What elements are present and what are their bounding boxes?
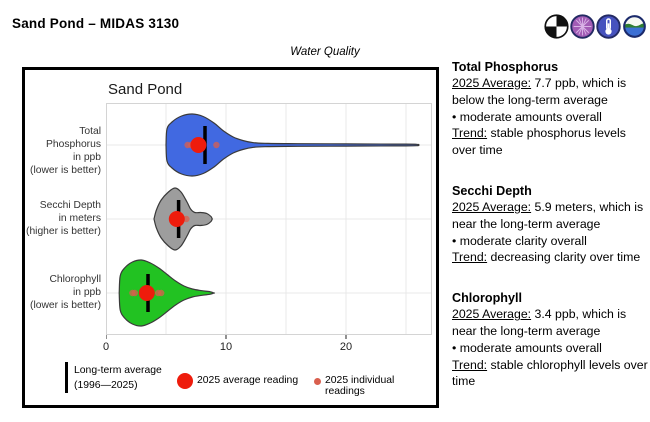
summary-body: 2025 Average: 7.7 ppb, which is below th… (452, 75, 648, 159)
average-label: 2025 Average: (452, 307, 532, 322)
bullet-line: • moderate amounts overall (452, 109, 602, 124)
summary-secchi-depth: Secchi Depth 2025 Average: 5.9 meters, w… (452, 183, 648, 266)
x-tick-label: 10 (219, 341, 233, 353)
y-label-line: Total Phosphorus (46, 126, 101, 150)
average-label: 2025 Average: (452, 76, 532, 90)
trend-label: Trend: (452, 357, 488, 372)
x-tick-label: 20 (339, 341, 353, 353)
y-label-line: (lower is better) (30, 165, 101, 176)
y-label-line: in meters (58, 213, 101, 224)
average-text: 5.9 meters, which is near the long-term … (452, 199, 644, 231)
average-text: 3.4 ppb, which is near the long-term ave… (452, 307, 627, 338)
summary-body: 2025 Average: 3.4 ppb, which is near the… (452, 306, 648, 390)
summary-heading: Total Phosphorus (452, 60, 559, 74)
y-label-line: (higher is better) (26, 226, 101, 237)
legend-text-line: (1996—2025) (74, 379, 138, 391)
water-quality-chart: Sand Pond Total Phosphorus in ppb (lower… (22, 67, 439, 408)
chlorophyll-violin (118, 259, 216, 327)
trend-text: stable chlorophyll levels over time (452, 357, 648, 389)
total-phosphorus-average-dot (190, 137, 207, 153)
bullet-line: • moderate amounts overall (452, 340, 602, 355)
plot-title: Sand Pond (108, 81, 183, 98)
summary-heading: Chlorophyll (452, 291, 522, 306)
trend-label: Trend: (452, 250, 488, 265)
violin-plot (106, 103, 432, 339)
plot-panel-border (106, 103, 432, 335)
summary-panel: Total Phosphorus 2025 Average: 7.7 ppb, … (452, 59, 648, 414)
thermometer-icon (596, 14, 621, 39)
secchi-disk-icon (544, 14, 569, 39)
trend-text: stable phosphorus levels over time (452, 126, 626, 158)
legend-average-marker (177, 373, 193, 389)
bullet-line: • moderate clarity overall (452, 233, 587, 248)
trend-text: decreasing clarity over time (490, 250, 641, 265)
average-text: 7.7 ppb, which is below the long-term av… (452, 76, 627, 107)
chlorophyll-individual-reading (131, 289, 138, 297)
chart-subtitle: Water Quality (290, 46, 360, 58)
x-tick-label: 0 (102, 341, 110, 353)
summary-body: 2025 Average: 5.9 meters, which is near … (452, 199, 648, 266)
legend-individual-label: 2025 individual readings (325, 375, 395, 397)
header-icon-row (544, 14, 647, 39)
trend-label: Trend: (452, 126, 488, 141)
legend-average-label: 2025 average reading (197, 375, 299, 386)
y-label-line: (lower is better) (30, 300, 101, 311)
legend-long-term-label: Long-term average (1996—2025) (74, 364, 162, 393)
algae-icon (570, 14, 595, 39)
y-label-chlorophyll: Chlorophyll in ppb (lower is better) (25, 273, 101, 312)
legend-long-term-marker (65, 362, 68, 393)
y-label-secchi-depth: Secchi Depth in meters (higher is better… (25, 199, 101, 238)
secchi-depth-individual-reading (183, 215, 190, 223)
legend-individual-marker (314, 378, 321, 385)
page-title: Sand Pond – MIDAS 3130 (12, 16, 180, 31)
lake-icon (622, 14, 647, 39)
summary-chlorophyll: Chlorophyll 2025 Average: 3.4 ppb, which… (452, 290, 648, 390)
average-label: 2025 Average: (452, 199, 532, 214)
y-label-total-phosphorus: Total Phosphorus in ppb (lower is better… (25, 125, 101, 177)
secchi-depth-average-dot (168, 211, 185, 227)
chlorophyll-average-dot (138, 285, 155, 301)
y-label-line: in ppb (72, 152, 101, 163)
total-phosphorus-violin (165, 113, 420, 177)
y-label-line: in ppb (72, 287, 101, 298)
total-phosphorus-individual-reading (213, 141, 220, 149)
summary-total-phosphorus: Total Phosphorus 2025 Average: 7.7 ppb, … (452, 59, 648, 159)
y-label-line: Secchi Depth (39, 200, 101, 211)
y-label-line: Chlorophyll (49, 274, 101, 285)
chlorophyll-individual-reading (158, 289, 165, 297)
legend-text-line: Long-term average (74, 365, 162, 376)
summary-heading: Secchi Depth (452, 183, 532, 198)
